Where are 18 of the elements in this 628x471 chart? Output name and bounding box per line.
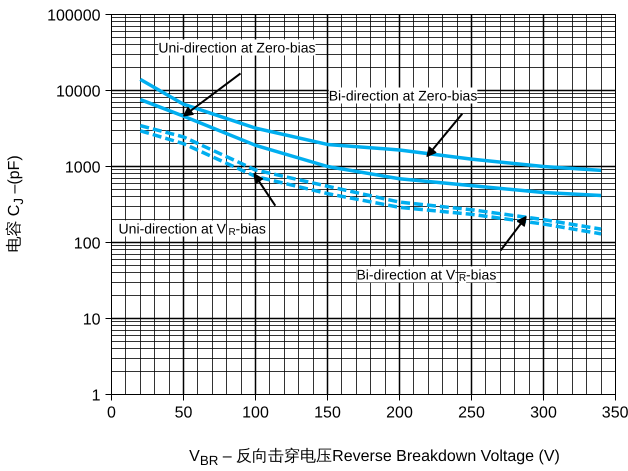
annotation: Uni-direction at Zero-bias: [158, 40, 316, 56]
x-axis-title: V$_{BR}$ – 反向击穿电压Reverse Breakdown Voltage (V): [189, 446, 560, 470]
line-series: [138, 78, 603, 172]
x-tick-label: 0: [107, 404, 116, 422]
y-tick-label: 100: [74, 236, 101, 252]
x-tick-label: 200: [386, 404, 413, 422]
x-tick-label: 150: [314, 404, 341, 422]
y-tick-label: 10000: [56, 84, 101, 100]
x-tick-label: 250: [458, 404, 485, 422]
x-tick-label: 50: [174, 404, 192, 422]
y-tick-label: 10: [82, 312, 101, 328]
y-tick-label: 100000: [47, 8, 101, 24]
y-tick-label: 1: [92, 388, 101, 404]
y-tick-label: 1000: [64, 160, 101, 176]
x-tick-label: 100: [242, 404, 269, 422]
annotation: Bi-direction at Zero-bias: [328, 87, 478, 104]
x-tick-label: 350: [602, 404, 628, 422]
x-tick-label: 300: [530, 404, 557, 422]
